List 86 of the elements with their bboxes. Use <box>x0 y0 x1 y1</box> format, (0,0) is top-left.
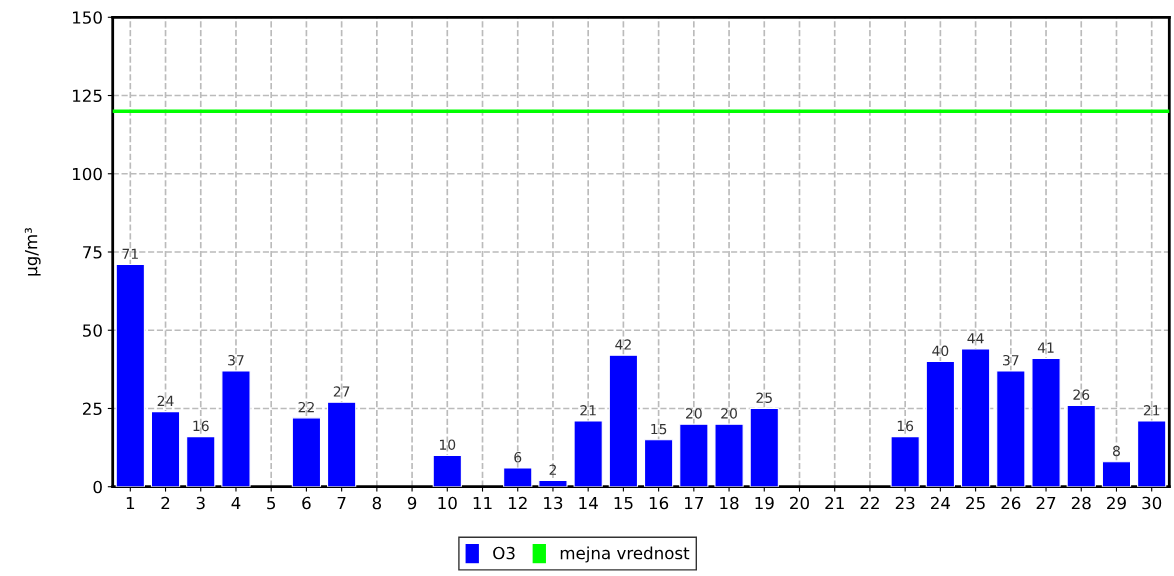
bar <box>1137 420 1167 487</box>
data-label: 15 <box>651 423 667 435</box>
bar <box>925 360 956 487</box>
bar <box>573 420 603 487</box>
bar <box>326 401 357 487</box>
bar <box>996 370 1026 487</box>
data-label: 16 <box>897 420 914 432</box>
bar <box>221 370 251 487</box>
x-tick-label: 8 <box>372 496 382 510</box>
bar <box>115 263 145 487</box>
bar <box>749 407 779 487</box>
bar <box>890 436 920 487</box>
x-tick-label: 30 <box>1142 496 1162 510</box>
bar <box>679 423 709 487</box>
x-tick-label: 24 <box>930 496 951 510</box>
x-tick-label: 11 <box>473 496 492 510</box>
x-tick-label: 29 <box>1107 496 1126 510</box>
bar <box>538 479 568 487</box>
bar <box>1031 357 1061 487</box>
x-tick-label: 7 <box>337 496 346 510</box>
data-label: 10 <box>439 439 456 450</box>
data-label: 25 <box>756 392 772 404</box>
x-tick-label: 10 <box>438 496 457 510</box>
data-label: 24 <box>157 395 174 406</box>
x-tick-label: 15 <box>614 496 633 510</box>
data-label: 27 <box>333 386 350 397</box>
x-tick-label: 5 <box>267 496 276 510</box>
x-tick-label: 18 <box>720 496 739 510</box>
x-tick-label: 1 <box>126 496 135 510</box>
y-tick-label: 150 <box>73 11 102 24</box>
data-label: 21 <box>580 405 596 416</box>
legend-label: mejna vrednost <box>560 546 690 563</box>
data-label: 44 <box>967 333 984 344</box>
x-tick-label: 9 <box>407 496 417 510</box>
bar <box>714 423 744 487</box>
x-tick-label: 22 <box>860 496 879 510</box>
x-tick-label: 23 <box>895 496 915 510</box>
x-tick-label: 25 <box>966 496 985 510</box>
data-label: 71 <box>122 248 138 259</box>
data-label: 21 <box>1143 405 1160 416</box>
x-tick-label: 14 <box>579 496 598 510</box>
data-label: 22 <box>298 401 314 413</box>
bar <box>608 354 639 487</box>
bar <box>960 348 991 487</box>
x-tick-label: 19 <box>755 496 774 510</box>
data-label: 37 <box>1003 354 1019 366</box>
bar <box>1066 404 1096 487</box>
bar <box>186 436 216 487</box>
data-label: 20 <box>686 408 702 419</box>
x-tick-label: 28 <box>1071 496 1091 510</box>
bar <box>1101 461 1132 487</box>
bar <box>503 467 533 487</box>
x-tick-label: 21 <box>825 496 844 510</box>
y-axis-title: µg/m³ <box>24 227 41 276</box>
x-tick-label: 3 <box>196 496 205 510</box>
x-tick-label: 20 <box>790 496 809 510</box>
x-tick-label: 2 <box>161 496 170 510</box>
x-tick-label: 27 <box>1036 496 1056 510</box>
x-tick-label: 13 <box>544 496 563 510</box>
x-tick-label: 17 <box>685 496 704 510</box>
data-label: 8 <box>1113 445 1120 457</box>
x-tick-label: 4 <box>231 496 241 510</box>
bar <box>643 439 674 487</box>
legend-label: O3 <box>493 546 515 560</box>
data-label: 37 <box>228 354 244 366</box>
y-tick-label: 75 <box>83 246 102 259</box>
y-tick-label: 50 <box>83 324 102 337</box>
y-tick-label: 25 <box>82 402 102 416</box>
x-tick-label: 26 <box>1001 496 1021 510</box>
data-label: 2 <box>549 464 556 475</box>
data-label: 42 <box>615 339 631 350</box>
data-label: 6 <box>514 451 522 463</box>
data-label: 40 <box>932 345 949 357</box>
bar <box>150 411 181 487</box>
data-label: 20 <box>721 408 737 419</box>
bar <box>291 417 322 487</box>
y-tick-label: 125 <box>73 89 102 103</box>
y-tick-label: 0 <box>93 480 102 494</box>
y-tick-label: 100 <box>73 167 102 181</box>
bar <box>432 454 462 487</box>
x-tick-label: 16 <box>649 496 669 510</box>
x-tick-label: 12 <box>508 496 527 510</box>
data-label: 26 <box>1073 389 1090 400</box>
data-label: 41 <box>1037 342 1054 353</box>
data-label: 16 <box>193 420 209 432</box>
x-tick-label: 6 <box>302 496 311 510</box>
